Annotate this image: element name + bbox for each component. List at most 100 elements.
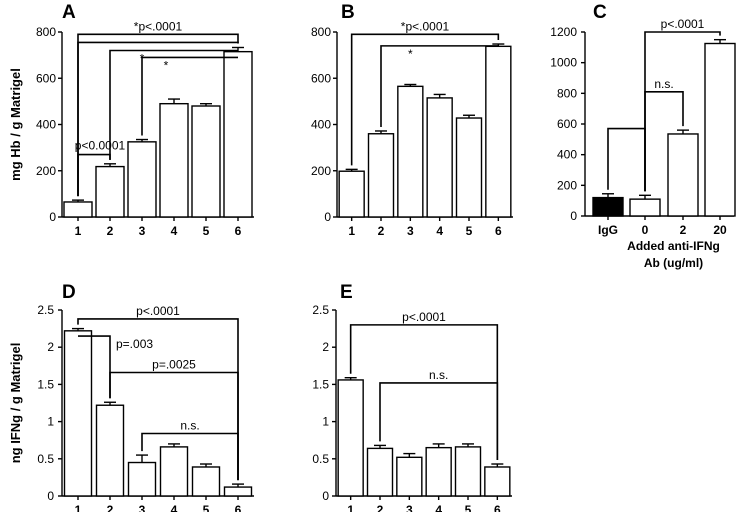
bar xyxy=(338,170,365,218)
bar xyxy=(366,447,394,497)
y-tick-label: 200 xyxy=(36,164,56,178)
y-tick-label: 600 xyxy=(557,117,577,131)
significance-label: n.s. xyxy=(654,77,673,91)
y-tick-label: 2 xyxy=(322,340,329,354)
x-tick-label: 1 xyxy=(75,224,82,238)
bar xyxy=(484,466,511,497)
panel-E: E 0 0.5 1 1.5 2 2.5 1 2 3 4 5 6 p<.0001 n.s. xyxy=(312,282,512,512)
y-tick-label: 1 xyxy=(322,415,329,429)
x-tick-label: 2 xyxy=(378,224,385,238)
significance-label: p=.0025 xyxy=(152,357,196,371)
significance-bracket xyxy=(350,33,500,166)
significance-label: *p<.0001 xyxy=(401,19,450,33)
bar xyxy=(159,446,189,497)
x-tick-label: 5 xyxy=(203,503,210,512)
y-tick-label: 400 xyxy=(36,118,56,132)
significance-label: n.s. xyxy=(429,368,448,382)
y-tick-label: 0 xyxy=(570,209,577,223)
x-tick-label: 20 xyxy=(713,223,727,237)
significance-label: p<.0001 xyxy=(661,17,705,31)
significance-label: n.s. xyxy=(180,419,199,433)
panel-letter-A: A xyxy=(62,2,76,23)
significance-bracket xyxy=(380,45,499,127)
x-tick-label: 2 xyxy=(377,503,384,512)
bar xyxy=(396,456,423,497)
x-tick-label: 0 xyxy=(642,223,649,237)
y-tick-label: 400 xyxy=(311,118,331,132)
bar xyxy=(127,141,157,218)
panel-B: B 0 200 400 600 800 1 2 3 4 5 6 *p<.0001 * xyxy=(311,2,513,238)
bar xyxy=(704,42,736,217)
y-tick-label: 2.5 xyxy=(37,303,54,317)
x-tick-label: 1 xyxy=(75,503,82,512)
x-axis-label: Ab (ug/ml) xyxy=(644,256,703,270)
bar xyxy=(592,196,624,217)
bar xyxy=(397,85,424,218)
bar xyxy=(191,466,221,497)
y-tick-label: 2.5 xyxy=(312,303,329,317)
y-tick-label: 0.5 xyxy=(312,452,329,466)
x-tick-label: 6 xyxy=(235,224,242,238)
y-tick-label: 800 xyxy=(311,25,331,39)
x-tick-label: 1 xyxy=(348,224,355,238)
significance-bracket xyxy=(109,49,238,160)
bar xyxy=(425,446,452,497)
y-tick-label: 2 xyxy=(47,340,54,354)
significance-label: p<0.0001 xyxy=(75,139,126,153)
y-tick-label: 0 xyxy=(322,489,329,503)
bar xyxy=(63,330,93,497)
y-tick-label: 400 xyxy=(557,148,577,162)
panel-letter-C: C xyxy=(593,2,607,23)
x-tick-label: 3 xyxy=(407,224,414,238)
y-tick-label: 1.5 xyxy=(37,377,54,391)
bar xyxy=(95,165,125,218)
significance-label: p<.0001 xyxy=(402,310,446,324)
bar xyxy=(367,133,395,218)
bar xyxy=(223,50,253,218)
bar xyxy=(426,97,453,218)
panel-D: D 0 0.5 1 1.5 2 2.5 1 2 3 4 5 6 ng IFNg / g Matrigel p… xyxy=(8,282,254,512)
y-tick-label: 200 xyxy=(311,164,331,178)
y-tick-label: 0.5 xyxy=(37,452,54,466)
panel-letter-E: E xyxy=(340,282,353,303)
y-tick-label: 0 xyxy=(47,489,54,503)
bar xyxy=(454,446,482,497)
significance-bracket xyxy=(379,382,499,461)
x-tick-label: 4 xyxy=(436,224,443,238)
x-tick-label: 4 xyxy=(171,503,178,512)
x-tick-label: 5 xyxy=(203,224,210,238)
bar xyxy=(667,133,699,217)
significance-bracket xyxy=(77,41,239,197)
significance-label: p=.003 xyxy=(116,337,153,351)
y-tick-label: 200 xyxy=(557,178,577,192)
bar xyxy=(337,379,364,497)
x-tick-label: 4 xyxy=(171,224,178,238)
x-tick-label: 3 xyxy=(406,503,413,512)
x-tick-label: 5 xyxy=(466,224,473,238)
x-tick-label: 6 xyxy=(494,503,501,512)
y-axis-label: ng IFNg / g Matrigel xyxy=(8,343,23,464)
y-tick-label: 0 xyxy=(324,210,331,224)
significance-bracket xyxy=(141,432,239,481)
bar xyxy=(223,486,253,497)
x-tick-label: 3 xyxy=(139,503,146,512)
x-tick-label: 2 xyxy=(107,503,114,512)
bar xyxy=(63,201,93,218)
bar xyxy=(191,105,221,218)
significance-label: p<.0001 xyxy=(136,304,180,318)
y-tick-label: 600 xyxy=(36,71,56,85)
y-axis-label: mg Hb / g Matrigel xyxy=(8,68,23,181)
significance-bracket xyxy=(141,56,238,136)
panel-letter-D: D xyxy=(62,282,76,303)
panel-C: C 0 200 400 600 800 1000 1200 IgG 0 2 20 Added anti-… xyxy=(550,2,736,270)
significance-bracket xyxy=(607,127,646,192)
significance-label: * xyxy=(408,47,413,61)
bar xyxy=(455,117,483,218)
x-axis-label: Added anti-IFNg xyxy=(627,239,720,253)
x-tick-label: 6 xyxy=(495,224,502,238)
bar xyxy=(127,461,157,497)
significance-label: * xyxy=(164,58,169,72)
x-tick-label: IgG xyxy=(598,223,618,237)
x-tick-label: 2 xyxy=(107,224,114,238)
